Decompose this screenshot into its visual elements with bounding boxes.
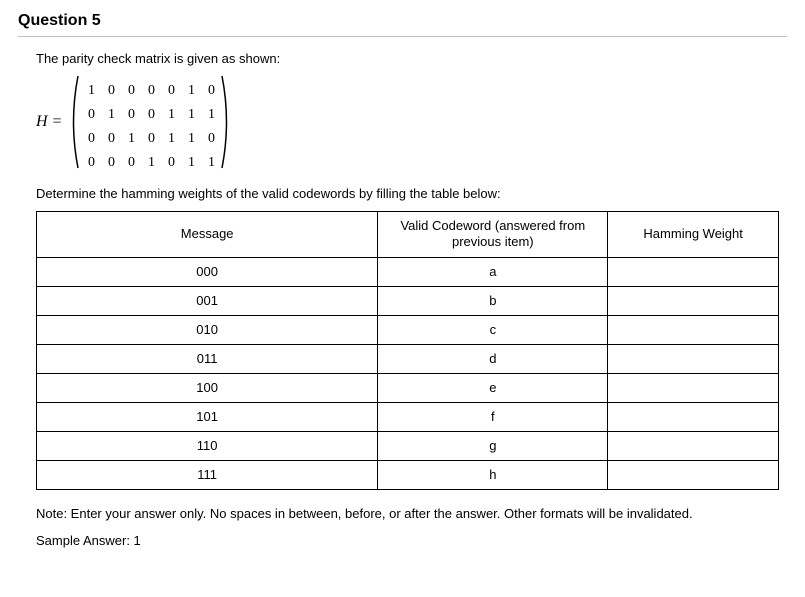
table-row: 000 a — [37, 257, 779, 286]
table-row: 001 b — [37, 286, 779, 315]
m-0-4: 0 — [168, 83, 175, 98]
col-message: Message — [37, 212, 378, 258]
cell-weight[interactable] — [608, 402, 779, 431]
matrix-svg: 1 0 0 0 0 1 0 0 1 0 0 1 1 1 0 0 1 0 1 — [66, 72, 234, 172]
parity-matrix: H = 1 0 0 0 0 1 0 0 1 0 0 1 1 — [36, 72, 779, 172]
table-header-row: Message Valid Codeword (answered from pr… — [37, 212, 779, 258]
m-2-4: 1 — [168, 131, 175, 146]
m-1-0: 0 — [88, 107, 95, 122]
cell-message: 110 — [37, 431, 378, 460]
m-1-4: 1 — [168, 107, 175, 122]
table-row: 011 d — [37, 344, 779, 373]
m-1-3: 0 — [148, 107, 155, 122]
m-3-2: 0 — [128, 155, 135, 170]
cell-weight[interactable] — [608, 460, 779, 489]
cell-message: 101 — [37, 402, 378, 431]
m-3-0: 0 — [88, 155, 95, 170]
m-3-4: 0 — [168, 155, 175, 170]
m-2-1: 0 — [108, 131, 115, 146]
table-row: 010 c — [37, 315, 779, 344]
sample-answer: Sample Answer: 1 — [36, 533, 779, 548]
cell-weight[interactable] — [608, 344, 779, 373]
m-2-2: 1 — [128, 131, 135, 146]
cell-codeword: a — [378, 257, 608, 286]
m-0-5: 1 — [188, 83, 195, 98]
answer-note: Note: Enter your answer only. No spaces … — [36, 506, 779, 521]
cell-codeword: d — [378, 344, 608, 373]
col-codeword: Valid Codeword (answered from previous i… — [378, 212, 608, 258]
m-1-1: 1 — [108, 107, 115, 122]
table-instruction: Determine the hamming weights of the val… — [36, 186, 779, 201]
cell-message: 100 — [37, 373, 378, 402]
prompt-text: The parity check matrix is given as show… — [36, 51, 779, 66]
cell-weight[interactable] — [608, 373, 779, 402]
m-0-0: 1 — [88, 83, 95, 98]
m-2-3: 0 — [148, 131, 155, 146]
cell-weight[interactable] — [608, 286, 779, 315]
m-1-5: 1 — [188, 107, 195, 122]
m-1-2: 0 — [128, 107, 135, 122]
m-2-5: 1 — [188, 131, 195, 146]
table-row: 100 e — [37, 373, 779, 402]
cell-message: 010 — [37, 315, 378, 344]
m-0-2: 0 — [128, 83, 135, 98]
cell-message: 000 — [37, 257, 378, 286]
cell-codeword: f — [378, 402, 608, 431]
m-3-6: 1 — [208, 155, 215, 170]
table-row: 110 g — [37, 431, 779, 460]
question-title: Question 5 — [18, 12, 787, 37]
cell-codeword: g — [378, 431, 608, 460]
cell-weight[interactable] — [608, 431, 779, 460]
m-3-5: 1 — [188, 155, 195, 170]
cell-codeword: h — [378, 460, 608, 489]
codeword-table: Message Valid Codeword (answered from pr… — [36, 211, 779, 490]
m-3-1: 0 — [108, 155, 115, 170]
cell-message: 001 — [37, 286, 378, 315]
cell-weight[interactable] — [608, 315, 779, 344]
cell-codeword: b — [378, 286, 608, 315]
m-2-6: 0 — [208, 131, 215, 146]
table-row: 111 h — [37, 460, 779, 489]
m-0-6: 0 — [208, 83, 215, 98]
matrix-label: H = — [36, 113, 62, 131]
cell-codeword: e — [378, 373, 608, 402]
cell-codeword: c — [378, 315, 608, 344]
col-weight: Hamming Weight — [608, 212, 779, 258]
table-row: 101 f — [37, 402, 779, 431]
m-3-3: 1 — [148, 155, 155, 170]
m-0-3: 0 — [148, 83, 155, 98]
m-2-0: 0 — [88, 131, 95, 146]
m-0-1: 0 — [108, 83, 115, 98]
cell-message: 011 — [37, 344, 378, 373]
cell-message: 111 — [37, 460, 378, 489]
m-1-6: 1 — [208, 107, 215, 122]
cell-weight[interactable] — [608, 257, 779, 286]
